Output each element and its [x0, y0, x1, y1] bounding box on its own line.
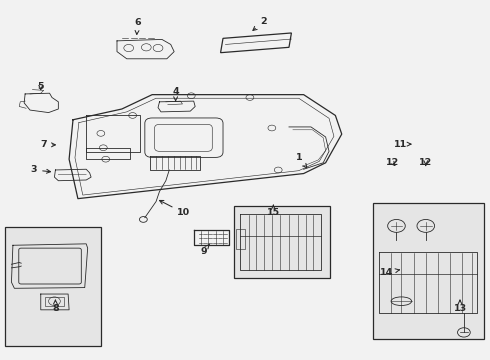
- Text: 7: 7: [40, 140, 55, 149]
- Bar: [234, 206, 330, 278]
- Text: 12: 12: [419, 158, 432, 167]
- Text: 12: 12: [386, 158, 399, 167]
- Text: 5: 5: [38, 82, 44, 91]
- Text: 11: 11: [394, 140, 411, 149]
- Bar: [236, 229, 245, 249]
- Text: 3: 3: [31, 166, 50, 175]
- Text: 1: 1: [295, 153, 307, 168]
- Bar: [45, 297, 64, 306]
- Text: 15: 15: [267, 205, 280, 217]
- Bar: [4, 226, 101, 346]
- Text: 4: 4: [172, 86, 179, 101]
- Text: 13: 13: [453, 300, 466, 313]
- Text: 14: 14: [380, 268, 399, 277]
- Text: 10: 10: [160, 201, 191, 217]
- Text: 9: 9: [200, 244, 210, 256]
- Text: 6: 6: [134, 18, 141, 35]
- Text: 8: 8: [52, 300, 59, 313]
- Text: 2: 2: [253, 17, 267, 31]
- Bar: [373, 203, 485, 338]
